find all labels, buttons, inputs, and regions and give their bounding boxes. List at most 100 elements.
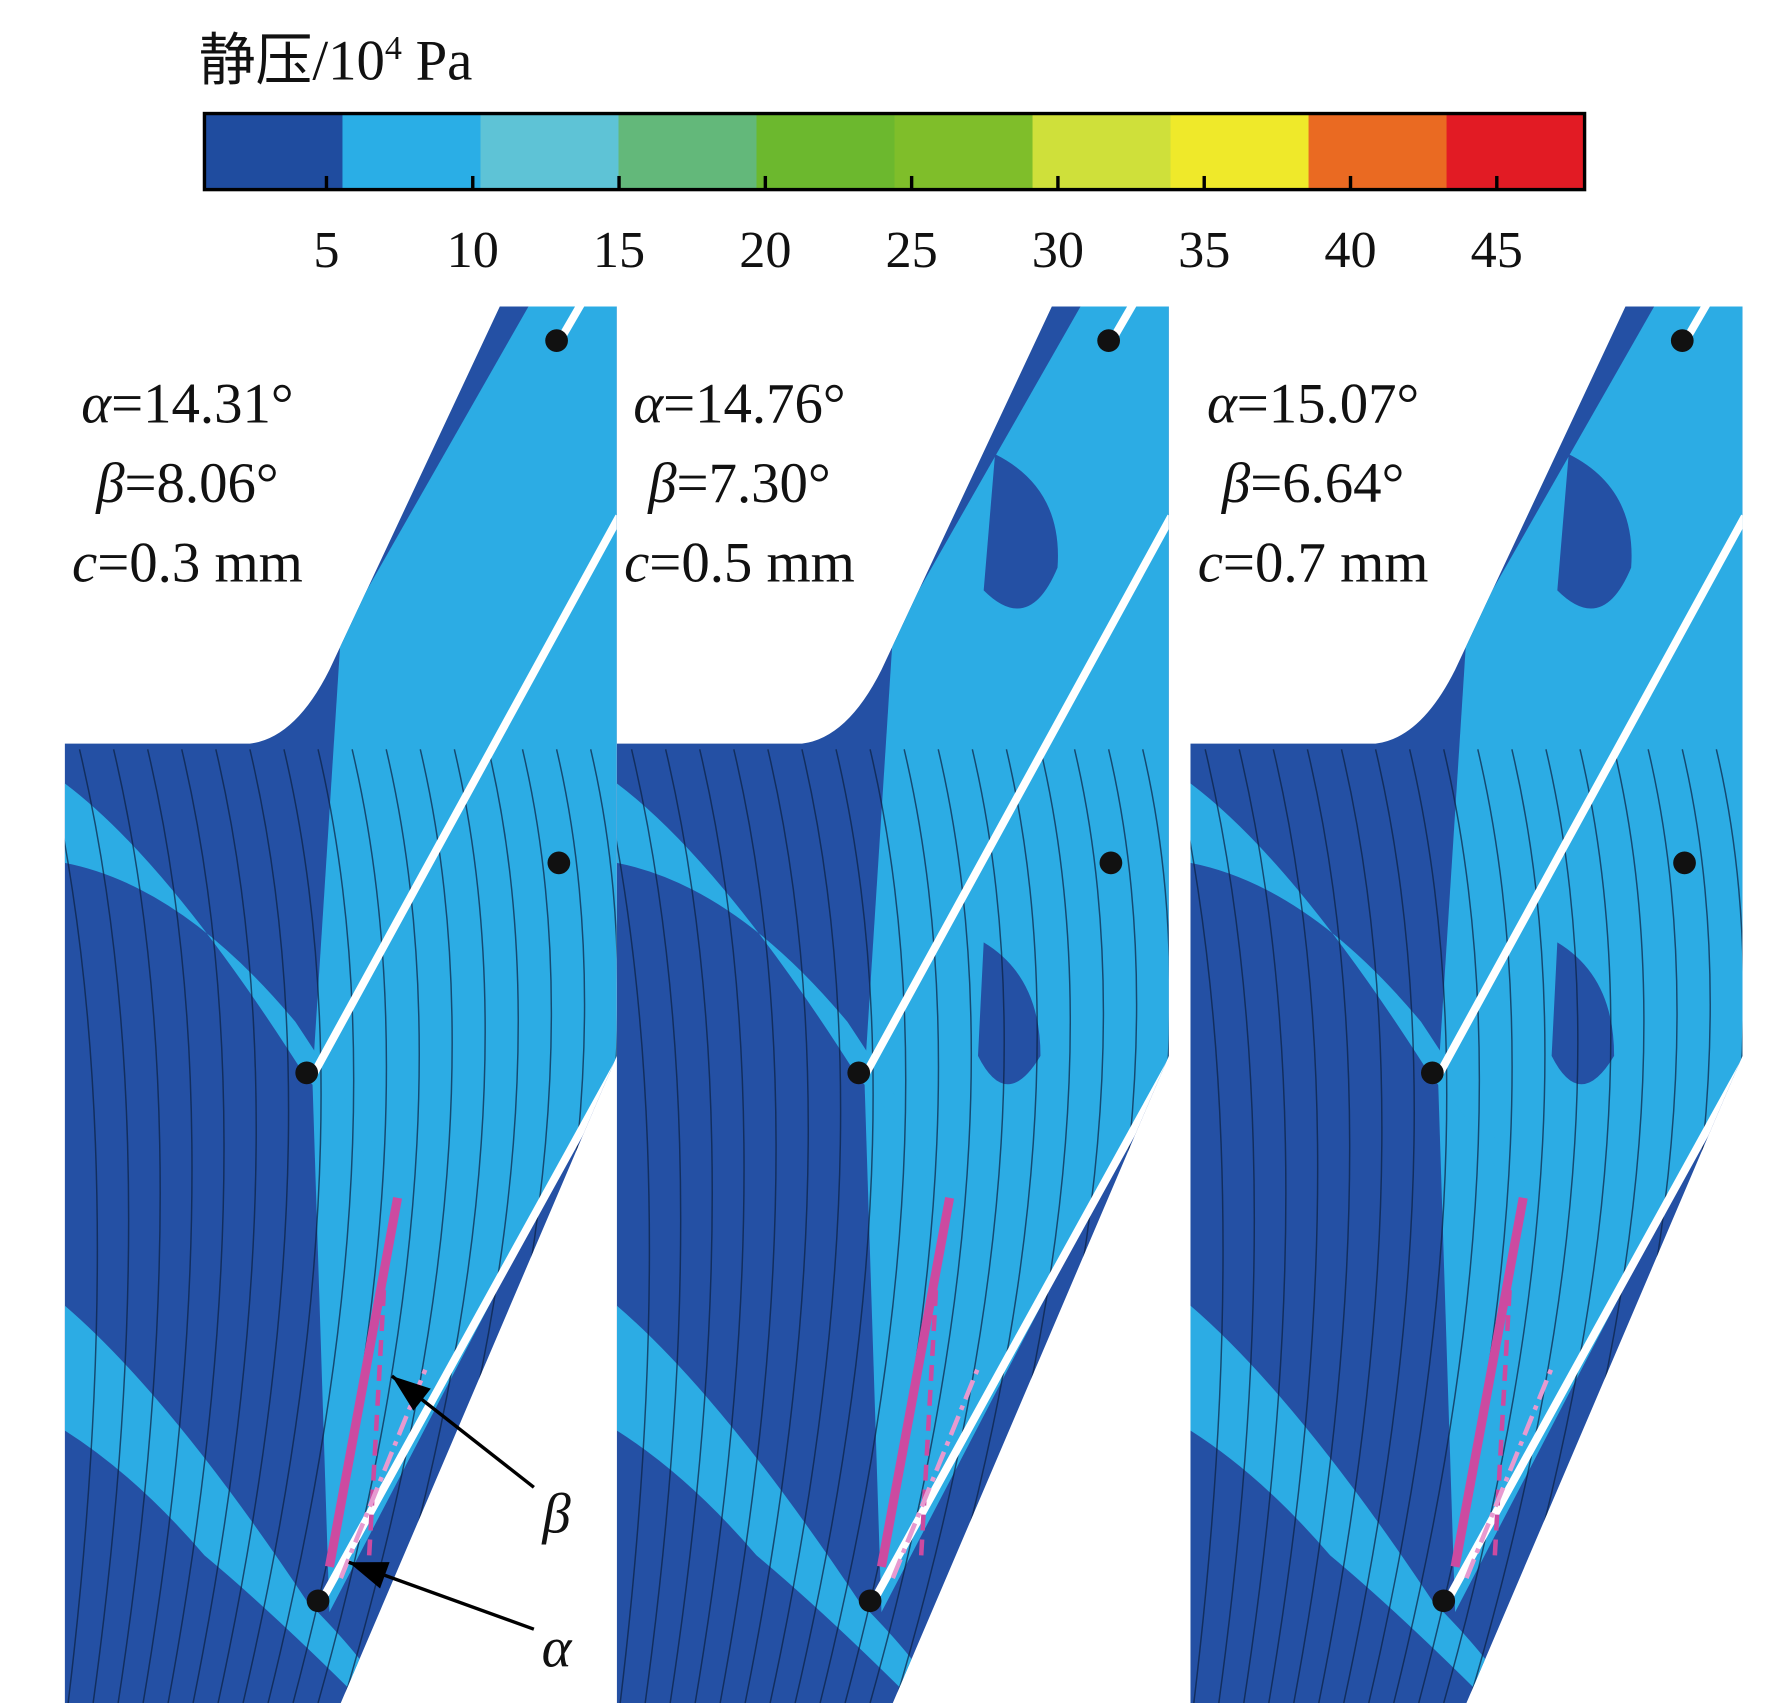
- parameter-value: =15.07°: [1237, 372, 1419, 435]
- isobar: [869, 749, 973, 1703]
- isobar: [217, 749, 290, 1703]
- blade: [316, 1059, 617, 1606]
- blade: [1434, 514, 1743, 1079]
- parameter-symbol: β: [1221, 452, 1251, 515]
- leading-edge-vortex: [547, 851, 571, 875]
- colorbar-band: [1308, 113, 1448, 190]
- parameter-value: =0.5 mm: [649, 531, 855, 594]
- isobar: [616, 749, 651, 1703]
- parameter-symbol: β: [647, 452, 677, 515]
- title-main: 静压/10: [199, 29, 385, 92]
- isobar: [719, 749, 777, 1703]
- leading-edge-region: [1190, 783, 1535, 1249]
- leading-edge-region: [616, 1305, 939, 1703]
- parameter-value: =6.64°: [1250, 452, 1404, 515]
- isobar: [1268, 749, 1319, 1703]
- isobar: [769, 749, 842, 1703]
- blade: [1678, 306, 1743, 349]
- leading-edge-region: [1190, 1305, 1512, 1703]
- colorbar-band: [756, 113, 896, 190]
- isobar: [267, 749, 355, 1703]
- leading-edge-vortex: [1432, 1589, 1456, 1613]
- parameter-symbol: c: [624, 531, 649, 594]
- parameter-symbol: c: [72, 531, 97, 594]
- panel-parameter: α=15.07°: [1207, 372, 1419, 435]
- leading-edge-vortex: [1673, 851, 1696, 875]
- isobar: [142, 749, 193, 1703]
- leading-edge-vortex: [858, 1589, 882, 1613]
- leading-edge-region: [616, 783, 961, 1249]
- parameter-value: =14.31°: [111, 372, 293, 435]
- isobar: [1190, 749, 1224, 1703]
- parameter-value: =8.06°: [125, 452, 279, 515]
- isobar: [78, 749, 130, 1703]
- isobar: [1343, 749, 1415, 1703]
- parameter-value: =0.7 mm: [1223, 531, 1429, 594]
- isobar: [1393, 749, 1481, 1703]
- blade: [1442, 1059, 1743, 1606]
- blade: [868, 1059, 1169, 1606]
- vortex-region: [1551, 454, 1632, 1085]
- alpha-line: [876, 1196, 955, 1568]
- blade: [308, 514, 617, 1079]
- parameter-value: =7.30°: [677, 452, 831, 515]
- leading-edge-region: [64, 1305, 387, 1703]
- contour-panel: α=14.76° β=7.30° c=0.5 mm: [616, 306, 1169, 1703]
- parameter-symbol: α: [81, 372, 112, 435]
- leading-edge-region: [64, 783, 409, 1249]
- colorbar-band: [894, 113, 1034, 190]
- isobar: [192, 749, 257, 1703]
- colorbar-tick-label: 35: [1178, 221, 1230, 279]
- isobar: [744, 749, 809, 1703]
- isobar: [64, 749, 99, 1703]
- isobar: [317, 749, 420, 1703]
- isobar: [1443, 749, 1546, 1703]
- leading-edge-vortex: [1421, 1061, 1444, 1085]
- colorbar-tick-label: 5: [313, 221, 339, 279]
- isobar: [1238, 749, 1287, 1703]
- colorbar-band: [618, 113, 758, 190]
- isobar: [342, 749, 453, 1703]
- colorbar-band: [342, 113, 482, 190]
- colorbar-tick-label: 45: [1471, 221, 1523, 279]
- colorbar-tick-label: 15: [593, 221, 645, 279]
- isobar: [242, 749, 322, 1703]
- alpha-line: [324, 1196, 403, 1568]
- parameter-value: =14.76°: [663, 372, 845, 435]
- colorbar-tick-label: 25: [886, 221, 938, 279]
- leading-edge-vortex: [847, 1061, 871, 1085]
- leading-edge-vortex: [1670, 329, 1694, 352]
- colorbar-tick-label: 30: [1032, 221, 1084, 279]
- panel-parameter: β=7.30°: [647, 452, 830, 515]
- colorbar-tick-label: 10: [447, 221, 499, 279]
- blade: [1105, 306, 1169, 349]
- colorbar-band: [204, 113, 344, 190]
- colorbar-band: [1446, 113, 1586, 190]
- colorbar-band: [1170, 113, 1310, 190]
- leading-edge-vortex: [545, 329, 568, 352]
- isobar: [694, 749, 745, 1703]
- blade: [553, 306, 617, 349]
- leading-edge-vortex: [306, 1589, 330, 1613]
- panel-parameter: β=6.64°: [1221, 452, 1404, 515]
- isobar: [1204, 749, 1256, 1703]
- annotation-alpha: α: [542, 1617, 573, 1680]
- parameter-symbol: α: [1207, 372, 1238, 435]
- isobar: [664, 749, 713, 1703]
- isobar: [894, 749, 1005, 1703]
- panel-parameter: c=0.7 mm: [1198, 531, 1429, 594]
- contour-panel: α=14.31°β=8.06°c=0.3 mm: [64, 306, 617, 1703]
- title-unit: Pa: [416, 29, 473, 92]
- colorbar-frame: [202, 111, 1587, 192]
- arrow-head: [348, 1562, 390, 1589]
- isobar: [167, 749, 225, 1703]
- isobar: [1468, 749, 1579, 1703]
- isobar: [1293, 749, 1351, 1703]
- blade: [860, 514, 1169, 1079]
- leading-edge-vortex: [1097, 329, 1120, 352]
- isobar: [819, 749, 907, 1703]
- annotation-beta: β: [541, 1483, 571, 1546]
- arrow-head: [391, 1376, 431, 1411]
- colorbar-tick-label: 40: [1324, 221, 1376, 279]
